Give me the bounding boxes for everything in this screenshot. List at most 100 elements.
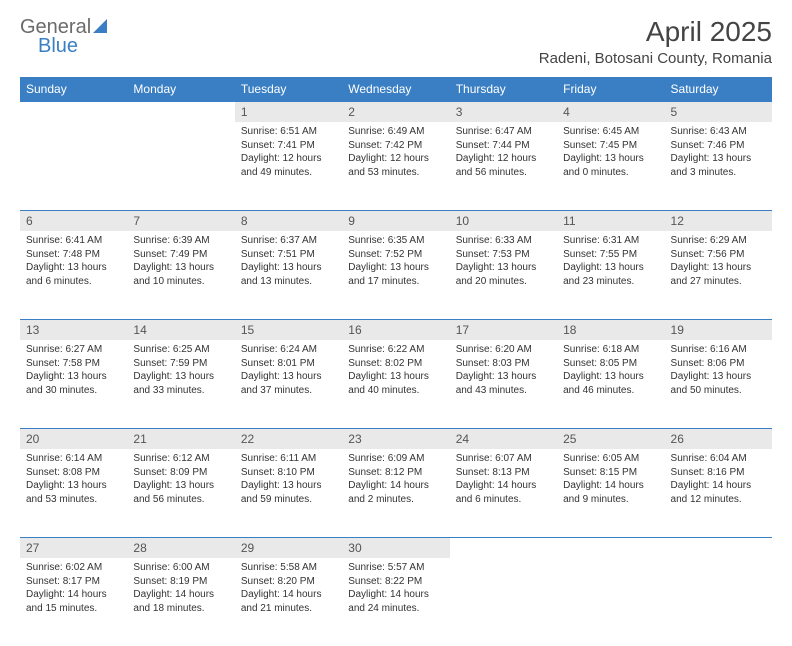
calendar-daynum-row: 20212223242526: [20, 428, 772, 449]
day-details: Sunrise: 6:47 AMSunset: 7:44 PMDaylight:…: [450, 122, 557, 185]
day-number-cell: 21: [127, 428, 234, 449]
day-number: 22: [235, 428, 342, 449]
logo-text-blue: Blue: [38, 35, 107, 58]
calendar-day-cell: [450, 558, 557, 646]
header: General Blue April 2025 Radeni, Botosani…: [20, 16, 772, 67]
sunset-text: Sunset: 7:52 PM: [348, 248, 443, 262]
sunrise-text: Sunrise: 6:37 AM: [241, 234, 336, 248]
day1-text: Daylight: 13 hours: [671, 261, 766, 275]
calendar-day-cell: Sunrise: 6:47 AMSunset: 7:44 PMDaylight:…: [450, 122, 557, 210]
day-number: 10: [450, 210, 557, 231]
day1-text: Daylight: 13 hours: [671, 152, 766, 166]
sunrise-text: Sunrise: 6:04 AM: [671, 452, 766, 466]
day-number-cell: 13: [20, 319, 127, 340]
weekday-header: Monday: [127, 77, 234, 101]
day-number-cell: 19: [665, 319, 772, 340]
day-number-cell: 22: [235, 428, 342, 449]
sunrise-text: Sunrise: 6:41 AM: [26, 234, 121, 248]
sunset-text: Sunset: 8:08 PM: [26, 466, 121, 480]
weekday-header: Friday: [557, 77, 664, 101]
sunset-text: Sunset: 7:53 PM: [456, 248, 551, 262]
day-number-cell: [450, 537, 557, 558]
day-number: 15: [235, 319, 342, 340]
day-number-cell: 3: [450, 101, 557, 122]
sunset-text: Sunset: 8:05 PM: [563, 357, 658, 371]
sunrise-text: Sunrise: 6:39 AM: [133, 234, 228, 248]
day-number-cell: 12: [665, 210, 772, 231]
day-number-cell: [665, 537, 772, 558]
day-details: Sunrise: 6:16 AMSunset: 8:06 PMDaylight:…: [665, 340, 772, 403]
calendar-day-cell: Sunrise: 6:37 AMSunset: 7:51 PMDaylight:…: [235, 231, 342, 319]
day-number: 23: [342, 428, 449, 449]
day2-text: and 2 minutes.: [348, 493, 443, 507]
day-number: 5: [665, 101, 772, 122]
sunrise-text: Sunrise: 6:18 AM: [563, 343, 658, 357]
day-number-cell: 20: [20, 428, 127, 449]
calendar-day-cell: Sunrise: 6:11 AMSunset: 8:10 PMDaylight:…: [235, 449, 342, 537]
day1-text: Daylight: 14 hours: [241, 588, 336, 602]
day-details: Sunrise: 6:09 AMSunset: 8:12 PMDaylight:…: [342, 449, 449, 512]
sunrise-text: Sunrise: 6:25 AM: [133, 343, 228, 357]
day1-text: Daylight: 14 hours: [348, 588, 443, 602]
day-details: Sunrise: 6:24 AMSunset: 8:01 PMDaylight:…: [235, 340, 342, 403]
day-number: 14: [127, 319, 234, 340]
day-number-cell: 17: [450, 319, 557, 340]
day-number: 16: [342, 319, 449, 340]
sunrise-text: Sunrise: 6:20 AM: [456, 343, 551, 357]
title-block: April 2025 Radeni, Botosani County, Roma…: [539, 16, 772, 67]
day-details: Sunrise: 6:31 AMSunset: 7:55 PMDaylight:…: [557, 231, 664, 294]
sunset-text: Sunset: 8:03 PM: [456, 357, 551, 371]
day-number: [557, 537, 664, 558]
day-number-cell: 23: [342, 428, 449, 449]
day2-text: and 6 minutes.: [26, 275, 121, 289]
calendar-day-cell: Sunrise: 6:18 AMSunset: 8:05 PMDaylight:…: [557, 340, 664, 428]
weekday-header: Thursday: [450, 77, 557, 101]
calendar-day-cell: Sunrise: 6:45 AMSunset: 7:45 PMDaylight:…: [557, 122, 664, 210]
calendar-week-row: Sunrise: 6:41 AMSunset: 7:48 PMDaylight:…: [20, 231, 772, 319]
day2-text: and 3 minutes.: [671, 166, 766, 180]
day-number: 26: [665, 428, 772, 449]
calendar-day-cell: Sunrise: 6:22 AMSunset: 8:02 PMDaylight:…: [342, 340, 449, 428]
day-details: Sunrise: 6:12 AMSunset: 8:09 PMDaylight:…: [127, 449, 234, 512]
day2-text: and 15 minutes.: [26, 602, 121, 616]
day2-text: and 23 minutes.: [563, 275, 658, 289]
day-details: Sunrise: 6:35 AMSunset: 7:52 PMDaylight:…: [342, 231, 449, 294]
day-details: Sunrise: 6:45 AMSunset: 7:45 PMDaylight:…: [557, 122, 664, 185]
sunset-text: Sunset: 7:59 PM: [133, 357, 228, 371]
calendar-week-row: Sunrise: 6:51 AMSunset: 7:41 PMDaylight:…: [20, 122, 772, 210]
day1-text: Daylight: 13 hours: [241, 261, 336, 275]
day1-text: Daylight: 12 hours: [456, 152, 551, 166]
day-number: 29: [235, 537, 342, 558]
calendar-day-cell: Sunrise: 6:00 AMSunset: 8:19 PMDaylight:…: [127, 558, 234, 646]
sunset-text: Sunset: 8:20 PM: [241, 575, 336, 589]
calendar-day-cell: [557, 558, 664, 646]
day1-text: Daylight: 14 hours: [671, 479, 766, 493]
day-number: 25: [557, 428, 664, 449]
day-number: 3: [450, 101, 557, 122]
day2-text: and 43 minutes.: [456, 384, 551, 398]
sunset-text: Sunset: 8:12 PM: [348, 466, 443, 480]
sunset-text: Sunset: 7:58 PM: [26, 357, 121, 371]
sunrise-text: Sunrise: 6:49 AM: [348, 125, 443, 139]
calendar-day-cell: Sunrise: 6:31 AMSunset: 7:55 PMDaylight:…: [557, 231, 664, 319]
day-number-cell: 28: [127, 537, 234, 558]
day-details: Sunrise: 6:51 AMSunset: 7:41 PMDaylight:…: [235, 122, 342, 185]
day-number: 9: [342, 210, 449, 231]
sunrise-text: Sunrise: 6:51 AM: [241, 125, 336, 139]
calendar-day-cell: Sunrise: 6:02 AMSunset: 8:17 PMDaylight:…: [20, 558, 127, 646]
day2-text: and 6 minutes.: [456, 493, 551, 507]
calendar-day-cell: Sunrise: 6:04 AMSunset: 8:16 PMDaylight:…: [665, 449, 772, 537]
day-details: Sunrise: 6:27 AMSunset: 7:58 PMDaylight:…: [20, 340, 127, 403]
day-number: 21: [127, 428, 234, 449]
day2-text: and 49 minutes.: [241, 166, 336, 180]
calendar-day-cell: Sunrise: 6:14 AMSunset: 8:08 PMDaylight:…: [20, 449, 127, 537]
calendar-day-cell: Sunrise: 6:35 AMSunset: 7:52 PMDaylight:…: [342, 231, 449, 319]
day-number: 11: [557, 210, 664, 231]
sunset-text: Sunset: 7:49 PM: [133, 248, 228, 262]
calendar-day-cell: Sunrise: 5:58 AMSunset: 8:20 PMDaylight:…: [235, 558, 342, 646]
day1-text: Daylight: 13 hours: [348, 370, 443, 384]
sunrise-text: Sunrise: 6:45 AM: [563, 125, 658, 139]
sunrise-text: Sunrise: 6:05 AM: [563, 452, 658, 466]
day1-text: Daylight: 13 hours: [26, 479, 121, 493]
day2-text: and 17 minutes.: [348, 275, 443, 289]
